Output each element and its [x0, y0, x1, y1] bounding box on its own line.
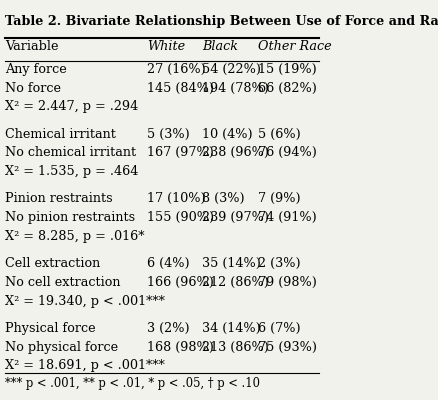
Text: *** p < .001, ** p < .01, * p < .05, † p < .10: *** p < .001, ** p < .01, * p < .05, † p…: [5, 378, 260, 390]
Text: No pinion restraints: No pinion restraints: [5, 211, 135, 224]
Text: 6 (7%): 6 (7%): [258, 322, 301, 335]
Text: X² = 2.447, p = .294: X² = 2.447, p = .294: [5, 100, 138, 113]
Text: 238 (96%): 238 (96%): [202, 146, 269, 159]
Text: Variable: Variable: [5, 40, 59, 53]
Text: 2 (3%): 2 (3%): [258, 257, 301, 270]
Text: 34 (14%): 34 (14%): [202, 322, 261, 335]
Text: Physical force: Physical force: [5, 322, 96, 335]
Text: 54 (22%): 54 (22%): [202, 63, 261, 76]
Text: No force: No force: [5, 82, 61, 95]
Text: Pinion restraints: Pinion restraints: [5, 192, 113, 206]
Text: Cell extraction: Cell extraction: [5, 257, 100, 270]
Text: 6 (4%): 6 (4%): [148, 257, 190, 270]
Text: X² = 18.691, p < .001***: X² = 18.691, p < .001***: [5, 359, 165, 372]
Text: Table 2. Bivariate Relationship Between Use of Force and Race: Table 2. Bivariate Relationship Between …: [5, 15, 438, 28]
Text: X² = 1.535, p = .464: X² = 1.535, p = .464: [5, 165, 138, 178]
Text: 212 (86%): 212 (86%): [202, 276, 269, 289]
Text: 74 (91%): 74 (91%): [258, 211, 317, 224]
Text: 7 (9%): 7 (9%): [258, 192, 301, 206]
Text: 8 (3%): 8 (3%): [202, 192, 244, 206]
Text: No chemical irritant: No chemical irritant: [5, 146, 136, 159]
Text: 75 (93%): 75 (93%): [258, 341, 317, 354]
Text: Chemical irritant: Chemical irritant: [5, 128, 116, 141]
Text: 194 (78%): 194 (78%): [202, 82, 269, 95]
Text: 145 (84%): 145 (84%): [148, 82, 215, 95]
Text: No physical force: No physical force: [5, 341, 118, 354]
Text: 239 (97%): 239 (97%): [202, 211, 269, 224]
Text: X² = 19.340, p < .001***: X² = 19.340, p < .001***: [5, 294, 165, 308]
Text: 15 (19%): 15 (19%): [258, 63, 317, 76]
Text: 79 (98%): 79 (98%): [258, 276, 317, 289]
Text: 155 (90%): 155 (90%): [148, 211, 215, 224]
Text: 66 (82%): 66 (82%): [258, 82, 317, 95]
Text: 10 (4%): 10 (4%): [202, 128, 253, 141]
Text: Any force: Any force: [5, 63, 67, 76]
Text: 17 (10%): 17 (10%): [148, 192, 206, 206]
Text: 35 (14%): 35 (14%): [202, 257, 261, 270]
Text: 5 (3%): 5 (3%): [148, 128, 190, 141]
Text: White: White: [148, 40, 186, 53]
Text: Other Race: Other Race: [258, 40, 332, 53]
Text: X² = 8.285, p = .016*: X² = 8.285, p = .016*: [5, 230, 145, 243]
Text: 166 (96%): 166 (96%): [148, 276, 214, 289]
Text: 168 (98%): 168 (98%): [148, 341, 214, 354]
Text: 213 (86%): 213 (86%): [202, 341, 269, 354]
Text: No cell extraction: No cell extraction: [5, 276, 121, 289]
Text: Black: Black: [202, 40, 238, 53]
Text: 3 (2%): 3 (2%): [148, 322, 190, 335]
Text: 5 (6%): 5 (6%): [258, 128, 301, 141]
Text: 167 (97%): 167 (97%): [148, 146, 214, 159]
Text: 27 (16%): 27 (16%): [148, 63, 206, 76]
Text: 76 (94%): 76 (94%): [258, 146, 317, 159]
